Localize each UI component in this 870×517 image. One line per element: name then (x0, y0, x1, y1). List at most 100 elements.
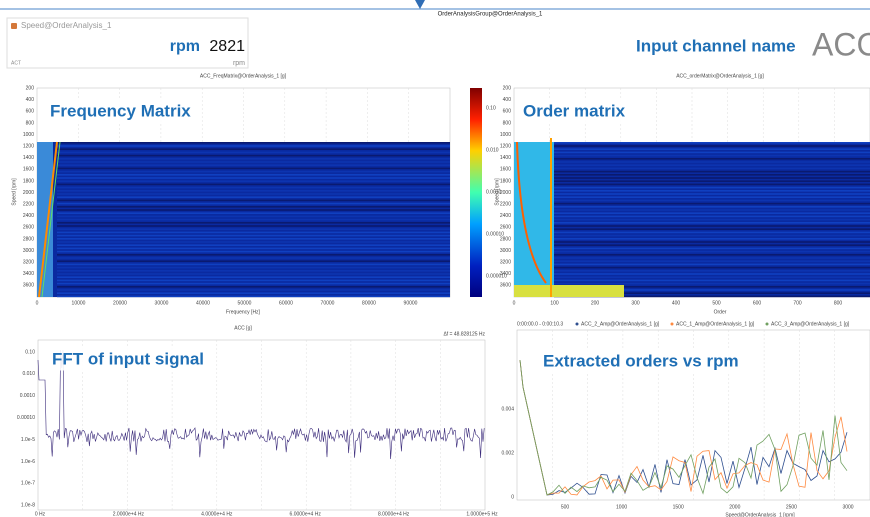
colorbar-label: 0.010 (486, 147, 499, 153)
heatmap-band (554, 235, 870, 237)
legend: ACC_orderMatrix@OrderAnalysis_1 [g] (676, 73, 764, 79)
speed-name: Speed@OrderAnalysis_1 (21, 21, 112, 30)
heatmap-band (57, 289, 450, 291)
y-tick-label: 1800 (23, 178, 34, 184)
heatmap-band (57, 203, 450, 205)
heatmap-band (57, 273, 450, 275)
x-tick-label: 0 (36, 300, 39, 306)
heatmap-band (57, 286, 450, 288)
legend: ACC [g] (234, 325, 252, 331)
y-tick-label: 0.002 (501, 450, 514, 456)
x-tick-label: 1.0000e+5 Hz (466, 511, 498, 517)
heatmap-band (57, 206, 450, 208)
heatmap-band (554, 241, 870, 243)
y-tick-label: 2600 (23, 225, 34, 231)
x-tick-label: 6.0000e+4 Hz (290, 511, 322, 517)
y-tick-label: 3600 (500, 283, 511, 289)
heatmap-band (554, 171, 870, 173)
heatmap-band (57, 251, 450, 253)
legend-swatch (766, 323, 769, 326)
heatmap-band (57, 158, 450, 160)
y-axis-label: Speed [rpm] (494, 178, 500, 206)
heatmap-low (514, 142, 554, 297)
heatmap-band (57, 241, 450, 243)
legend-item: ACC_1_Amp@OrderAnalysis_1 [g] (676, 321, 755, 327)
heatmap-band (57, 280, 450, 282)
speed-unit-label: rpm (170, 38, 200, 55)
x-tick-label: 500 (561, 504, 570, 510)
heatmap-band (57, 148, 450, 150)
y-tick-label: 600 (26, 109, 35, 115)
y-tick-label: 2200 (500, 202, 511, 208)
heatmap-band (554, 148, 870, 150)
heatmap-band (57, 161, 450, 163)
x-axis-label: Speed@OrderAnalysis_1 [rpm] (725, 512, 795, 517)
heatmap-band (57, 248, 450, 250)
colorbar (470, 88, 482, 297)
heatmap-band (57, 184, 450, 186)
dashboard: OrderAnalysisGroup@OrderAnalysis_1 Speed… (0, 0, 870, 517)
y-tick-label: 200 (26, 86, 35, 92)
y-tick-label: 1.0e-7 (21, 481, 35, 487)
y-tick-label: 3400 (23, 271, 34, 277)
heatmap-band (554, 248, 870, 250)
y-tick-label: 2800 (500, 236, 511, 242)
heatmap-band (57, 190, 450, 192)
heatmap-band (57, 177, 450, 179)
y-tick-label: 400 (26, 97, 35, 103)
x-tick-label: 600 (753, 300, 762, 306)
heatmap-band (554, 244, 870, 246)
heatmap-band (57, 142, 450, 144)
annotation: Order matrix (523, 101, 626, 120)
heatmap-band (554, 145, 870, 147)
heatmap-band (57, 264, 450, 266)
heatmap-band (57, 145, 450, 147)
heatmap-band (57, 232, 450, 234)
heatmap-band (57, 257, 450, 259)
heatmap-band (57, 171, 450, 173)
y-tick-label: 1.0e-5 (21, 437, 35, 443)
x-tick-label: 400 (672, 300, 681, 306)
heatmap-band (57, 168, 450, 170)
x-tick-label: 30000 (155, 300, 169, 306)
x-tick-label: 2000 (729, 504, 740, 510)
heatmap-band (554, 174, 870, 176)
heatmap-band (57, 296, 450, 298)
heatmap-band (554, 180, 870, 182)
heatmap-band (554, 193, 870, 195)
heatmap-band (554, 280, 870, 282)
y-tick-label: 1200 (23, 144, 34, 150)
y-tick-label: 0 (511, 494, 514, 500)
y-tick-label: 0.0010 (20, 393, 36, 399)
heatmap-floor (514, 285, 624, 297)
heatmap-band (57, 219, 450, 221)
heatmap-band (57, 292, 450, 294)
screen: OrderAnalysisGroup@OrderAnalysis_1 Speed… (0, 0, 870, 517)
speed-value: 2821 (209, 38, 245, 55)
heatmap-band (57, 209, 450, 211)
heatmap-band (554, 273, 870, 275)
heatmap-band (554, 142, 870, 144)
panel[interactable]: ACC_orderMatrix@OrderAnalysis_1 [g]36003… (494, 73, 870, 315)
x-tick-label: 2.0000e+4 Hz (113, 511, 145, 517)
heatmap-band (554, 209, 870, 211)
heatmap-band (57, 283, 450, 285)
channel-caption: Input channel name (636, 36, 796, 55)
heatmap-band (57, 270, 450, 272)
heatmap-band (554, 228, 870, 230)
speed-unit: rpm (233, 60, 245, 67)
heatmap-band (554, 216, 870, 218)
y-tick-label: 2000 (23, 190, 34, 196)
heatmap-band (57, 193, 450, 195)
y-tick-label: 1.0e-6 (21, 459, 35, 465)
heatmap-band (554, 225, 870, 227)
time-range: 0:00:00.0 - 0:00:10.3 (517, 321, 563, 327)
x-tick-label: 50000 (238, 300, 252, 306)
heatmap-band (57, 164, 450, 166)
panel[interactable]: 0.100.0100.00100.000100.000010ACC_FreqMa… (11, 73, 507, 315)
heatmap-band (554, 203, 870, 205)
x-tick-label: 60000 (279, 300, 293, 306)
y-tick-label: 2800 (23, 236, 34, 242)
